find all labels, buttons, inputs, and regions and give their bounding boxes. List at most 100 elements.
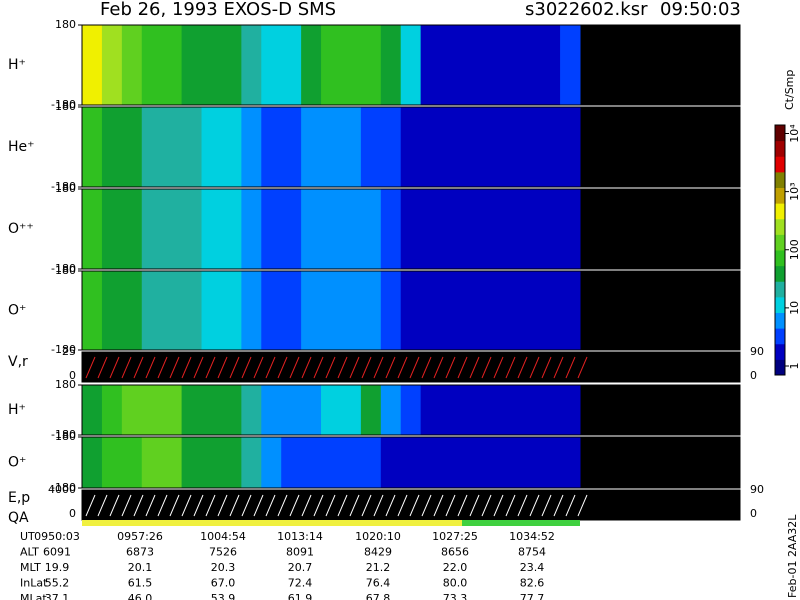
- heat-cell: [400, 25, 422, 105]
- heat-cell: [460, 437, 481, 488]
- y-tick-label: 180: [55, 100, 76, 113]
- heat-cell: [460, 271, 481, 350]
- table-cell: 1004:54: [200, 530, 246, 543]
- heat-cell: [201, 385, 222, 435]
- heat-cell: [500, 385, 521, 435]
- heat-cell: [101, 25, 123, 105]
- heat-cell: [181, 189, 203, 269]
- row-label: ALT: [20, 546, 39, 559]
- panel-frame: [81, 270, 741, 351]
- heat-cell: [380, 437, 402, 488]
- heat-cell: [201, 437, 222, 488]
- colorbar-swatch: [775, 265, 785, 282]
- heat-cell: [360, 437, 382, 488]
- heat-cell: [281, 25, 302, 105]
- heat-cell: [460, 385, 481, 435]
- heat-cell: [301, 189, 322, 269]
- colorbar-swatch: [775, 234, 785, 251]
- heat-cell: [340, 385, 362, 435]
- heat-cell: [181, 25, 203, 105]
- heat-cell: [82, 189, 103, 269]
- heat-cell: [181, 271, 203, 350]
- heat-cell: [281, 271, 302, 350]
- heat-cell: [520, 107, 541, 187]
- heat-cell: [360, 25, 382, 105]
- row-label: InLat: [20, 577, 48, 590]
- heat-cell: [241, 25, 262, 105]
- heat-cell: [400, 107, 422, 187]
- heat-cell: [321, 189, 342, 269]
- heat-cell: [440, 189, 461, 269]
- y-tick-label: 25: [62, 345, 76, 358]
- table-cell: 6091: [43, 546, 71, 559]
- heat-cell: [440, 271, 461, 350]
- heat-cell: [560, 385, 581, 435]
- heat-cell: [321, 107, 342, 187]
- heat-cell: [540, 271, 561, 350]
- heat-cell: [121, 271, 143, 350]
- heat-cell: [540, 25, 561, 105]
- heat-cell: [201, 25, 222, 105]
- colorbar-swatch: [775, 203, 785, 220]
- heat-cell: [221, 271, 242, 350]
- table-cell: 37.1: [45, 592, 70, 600]
- heat-cell: [480, 189, 501, 269]
- panel-label: O⁺: [8, 455, 26, 471]
- heat-cell: [141, 385, 163, 435]
- panel-background: [82, 352, 740, 382]
- table-cell: 82.6: [520, 577, 545, 590]
- heat-cell: [141, 25, 163, 105]
- heat-cell: [82, 437, 103, 488]
- heat-cell: [340, 437, 362, 488]
- heat-cell: [340, 189, 362, 269]
- y-tick-label: -180: [51, 180, 76, 193]
- trace: [85, 494, 588, 517]
- colorbar-swatch: [775, 140, 785, 157]
- heat-cell: [321, 271, 342, 350]
- panel-frame: [81, 188, 741, 270]
- table-cell: 20.3: [211, 561, 236, 574]
- heat-cell: [380, 107, 402, 187]
- heat-cell: [560, 107, 581, 187]
- heat-cell: [440, 25, 461, 105]
- file-name: s3022602.ksr: [525, 0, 648, 20]
- heat-cell: [241, 189, 262, 269]
- colorbar-tick-label: 10: [788, 301, 800, 315]
- panel-frame: [81, 351, 741, 383]
- heat-cell: [360, 271, 382, 350]
- heat-cell: [460, 107, 481, 187]
- heat-cell: [301, 271, 322, 350]
- table-cell: 0957:26: [117, 530, 163, 543]
- heat-cell: [500, 189, 521, 269]
- heat-cell: [121, 107, 143, 187]
- panel-label: H⁺: [8, 402, 26, 418]
- heat-cell: [201, 107, 222, 187]
- y-tick-label: -180: [51, 428, 76, 441]
- y-tick-label: 180: [55, 378, 76, 391]
- heat-cell: [181, 107, 203, 187]
- table-cell: 46.0: [128, 592, 153, 600]
- heat-cell: [161, 385, 183, 435]
- table-cell: 21.2: [366, 561, 391, 574]
- y-tick-label: 0: [750, 369, 757, 382]
- colorbar-tick-label: 10³: [788, 182, 800, 200]
- panel-frame: [81, 436, 741, 489]
- heat-cell: [480, 437, 501, 488]
- colorbar-tick-label: 1: [788, 362, 800, 369]
- panel-frame: [81, 106, 741, 188]
- heat-cell: [181, 437, 203, 488]
- table-cell: 53.9: [211, 592, 236, 600]
- y-tick-label: 90: [750, 345, 764, 358]
- heat-cell: [480, 271, 501, 350]
- colorbar-swatch: [775, 250, 785, 267]
- heat-cell: [500, 25, 521, 105]
- y-tick-label: 180: [55, 430, 76, 443]
- table-cell: 22.0: [443, 561, 468, 574]
- panel-label: QA: [8, 510, 29, 526]
- table-cell: 8429: [364, 546, 392, 559]
- table-cell: 20.1: [128, 561, 153, 574]
- heat-cell: [440, 107, 461, 187]
- heat-cell: [141, 107, 163, 187]
- heat-cell: [321, 25, 342, 105]
- heat-cell: [101, 271, 123, 350]
